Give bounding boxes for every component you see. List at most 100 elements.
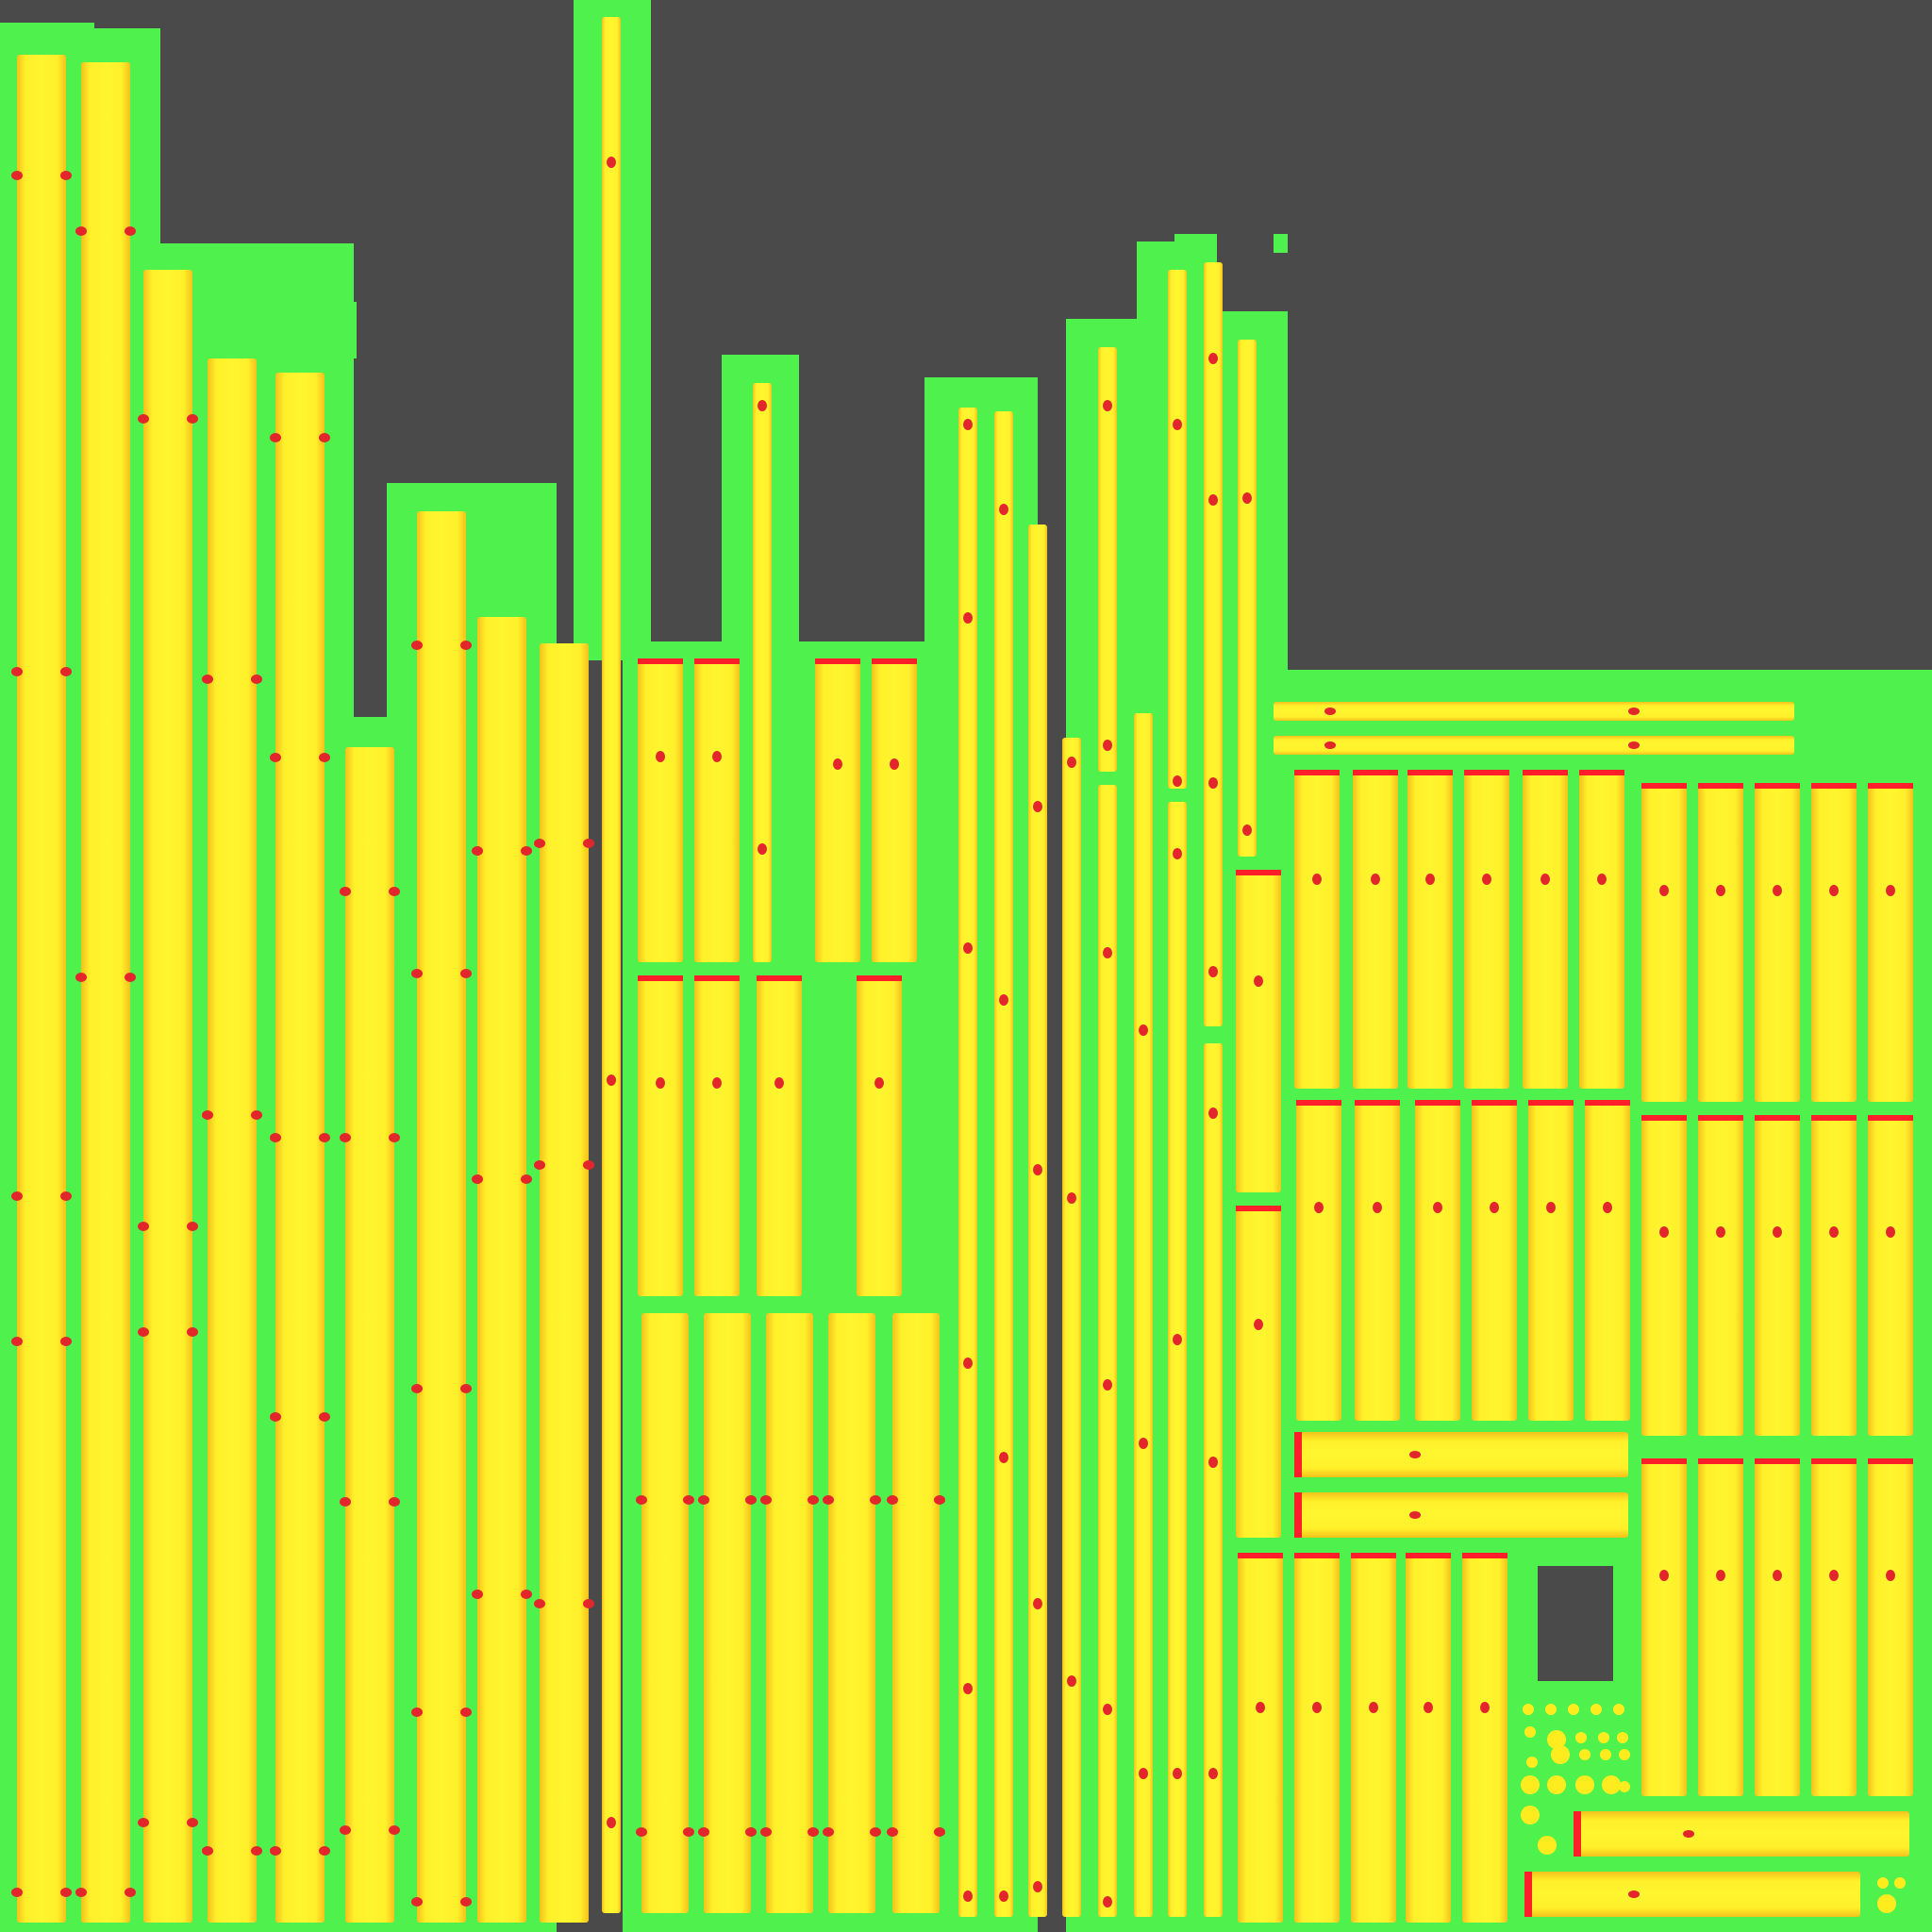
- uv-island-8: [477, 617, 526, 1923]
- seam-mark: [808, 1495, 819, 1505]
- cap-mark: [857, 975, 902, 981]
- seam-mark: [1659, 1226, 1669, 1238]
- seam-mark: [1482, 874, 1491, 885]
- uv-island-9: [540, 643, 589, 1923]
- uv-island-1: [17, 55, 66, 1923]
- uv-island-31: [1134, 713, 1153, 1917]
- seam-mark: [583, 1160, 594, 1170]
- seam-mark: [698, 1827, 709, 1837]
- cap-mark: [1294, 1492, 1302, 1538]
- uv-island-19: [857, 975, 902, 1296]
- seam-mark: [656, 751, 665, 762]
- seam-mark: [1208, 1108, 1218, 1119]
- uv-island-76: [1524, 1872, 1860, 1917]
- background-hole: [1538, 1566, 1613, 1681]
- seam-mark: [1886, 885, 1895, 896]
- seam-mark: [607, 1817, 616, 1828]
- uv-island-56: [1528, 1100, 1574, 1421]
- seam-mark: [887, 1495, 898, 1505]
- cap-mark: [1407, 770, 1453, 775]
- tiny-island: [1547, 1775, 1566, 1794]
- seam-mark: [1409, 1511, 1421, 1519]
- seam-mark: [270, 753, 281, 762]
- tiny-island: [1877, 1877, 1889, 1889]
- uv-island-68: [1294, 1432, 1628, 1477]
- cap-mark: [1472, 1100, 1517, 1106]
- seam-mark: [534, 1160, 545, 1170]
- cap-mark: [1296, 1100, 1341, 1106]
- seam-mark: [712, 751, 722, 762]
- uv-island-59: [1698, 1115, 1743, 1436]
- seam-mark: [319, 1133, 330, 1142]
- seam-mark: [1139, 1438, 1148, 1449]
- seam-mark: [760, 1495, 772, 1505]
- yellow-island-layer: [17, 17, 1913, 1923]
- tiny-island: [1521, 1775, 1540, 1794]
- seam-mark: [1716, 1570, 1725, 1581]
- cap-mark: [815, 658, 860, 664]
- background-hole: [1217, 0, 1274, 311]
- seam-mark: [1139, 1024, 1148, 1036]
- seam-mark: [1314, 1202, 1324, 1213]
- seam-mark: [1546, 1202, 1556, 1213]
- seam-mark: [1173, 1334, 1182, 1345]
- seam-mark: [1829, 885, 1839, 896]
- seam-mark: [1324, 741, 1336, 749]
- uv-island-21: [704, 1313, 751, 1913]
- uv-island-7: [417, 511, 466, 1923]
- uv-island-58: [1641, 1115, 1687, 1436]
- uv-island-70: [1238, 1553, 1283, 1923]
- uv-island-75: [1574, 1811, 1909, 1857]
- seam-mark: [963, 612, 973, 624]
- seam-mark: [270, 1846, 281, 1856]
- uv-island-3: [143, 270, 192, 1923]
- seam-mark: [340, 1825, 351, 1835]
- seam-mark: [60, 1888, 72, 1897]
- seam-mark: [583, 1599, 594, 1608]
- uv-island-11: [638, 658, 683, 962]
- cap-mark: [1811, 1115, 1857, 1121]
- seam-mark: [1067, 1192, 1076, 1204]
- seam-mark: [1373, 1202, 1382, 1213]
- cap-mark: [1641, 1115, 1687, 1121]
- cap-mark: [1355, 1100, 1400, 1106]
- cap-mark: [1755, 783, 1800, 789]
- uv-island-42: [1407, 770, 1453, 1089]
- uv-island-35: [1204, 1043, 1223, 1917]
- seam-mark: [138, 1222, 149, 1231]
- cap-mark: [1641, 783, 1687, 789]
- uv-island-73: [1406, 1553, 1451, 1923]
- seam-mark: [636, 1827, 647, 1837]
- seam-mark: [963, 1890, 973, 1902]
- seam-mark: [125, 973, 136, 982]
- seam-mark: [1208, 966, 1218, 977]
- seam-mark: [758, 400, 767, 411]
- seam-mark: [1033, 1164, 1042, 1175]
- seam-mark: [1208, 353, 1218, 364]
- cap-mark: [1811, 1458, 1857, 1464]
- uv-island-30: [1098, 785, 1117, 1917]
- uv-island-13: [753, 383, 772, 962]
- seam-mark: [870, 1495, 881, 1505]
- seam-mark: [60, 171, 72, 180]
- cap-mark: [638, 658, 683, 664]
- uv-island-41: [1353, 770, 1398, 1089]
- seam-mark: [683, 1495, 694, 1505]
- seam-mark: [1208, 1768, 1218, 1779]
- seam-mark: [1312, 1702, 1322, 1713]
- uv-island-6: [345, 747, 394, 1923]
- seam-mark: [270, 433, 281, 442]
- seam-mark: [187, 1818, 198, 1827]
- seam-mark: [11, 171, 23, 180]
- seam-mark: [389, 887, 400, 896]
- seam-mark: [999, 1452, 1008, 1463]
- cap-mark: [1294, 770, 1340, 775]
- seam-mark: [125, 226, 136, 236]
- seam-mark: [1541, 874, 1550, 885]
- uv-island-40: [1294, 770, 1340, 1089]
- seam-mark: [460, 1707, 472, 1717]
- seam-mark: [1103, 740, 1112, 751]
- seam-mark: [11, 1888, 23, 1897]
- cap-mark: [1236, 870, 1281, 875]
